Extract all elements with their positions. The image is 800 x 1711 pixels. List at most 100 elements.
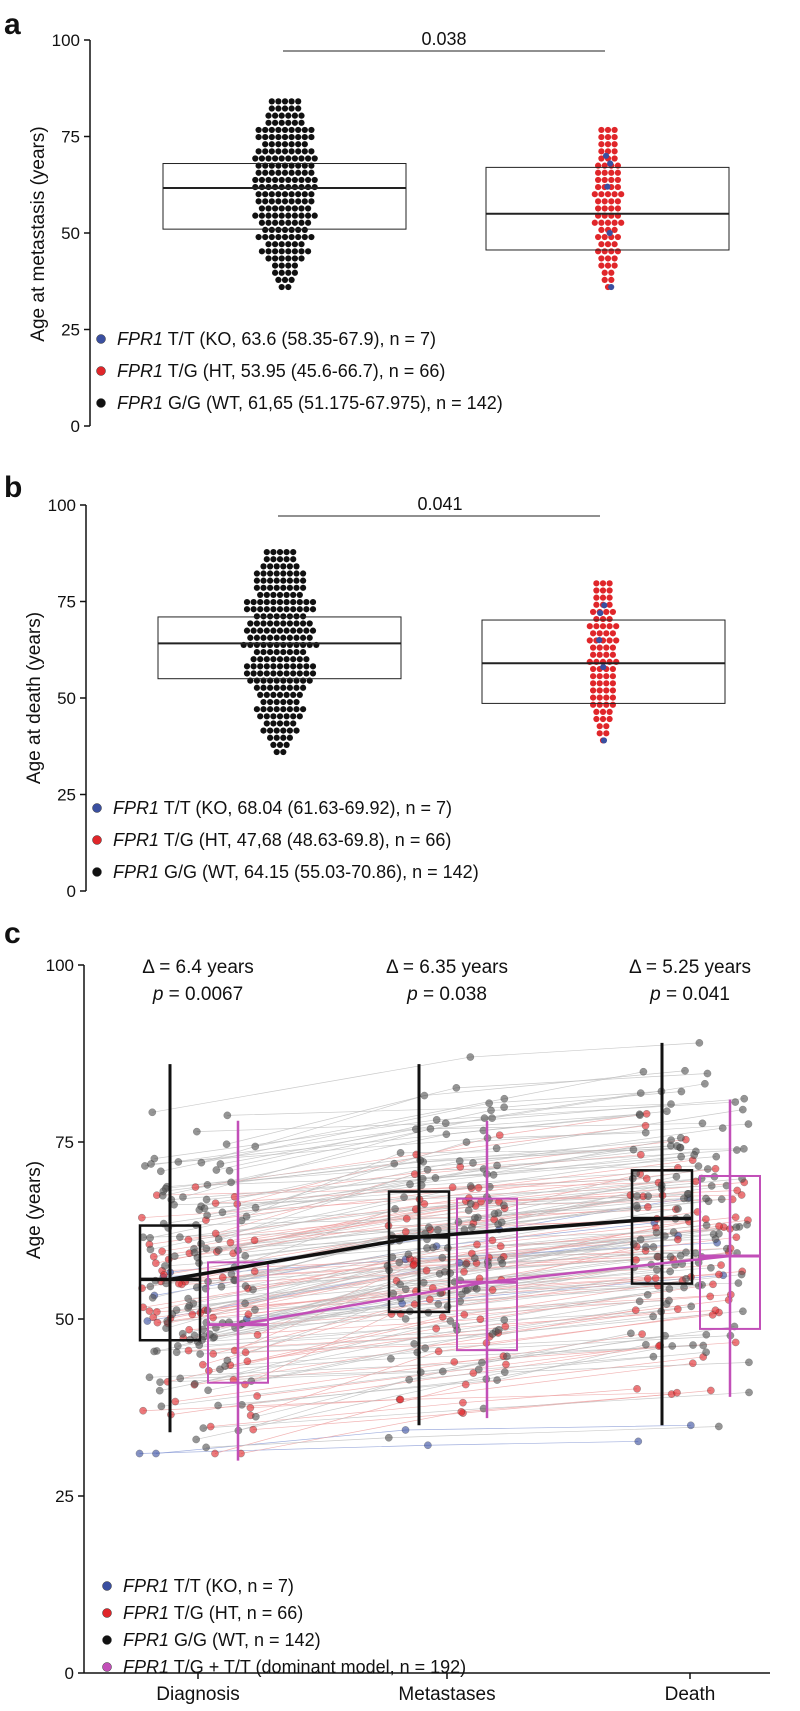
panel-b-boxes: [157, 616, 726, 704]
panel-c-point: [410, 1260, 418, 1269]
panel-a-legend-marker: [96, 334, 106, 344]
panel-c-point: [464, 1206, 473, 1215]
panel-b-wt-point: [303, 627, 310, 634]
panel-b-wt-point: [286, 706, 293, 713]
panel-c-point: [676, 1133, 685, 1142]
panel-a-wt-point: [278, 119, 285, 126]
panel-b-wt-point: [286, 577, 293, 584]
panel-c-point: [184, 1294, 192, 1303]
panel-a-legend-detail: (WT, 61,65 (51.175-67.975), n = 142): [206, 393, 503, 413]
panel-b-wt-point: [253, 648, 260, 656]
panel-c-point: [391, 1205, 399, 1213]
panel-c-point: [421, 1344, 429, 1352]
panel-a-ht-point: [611, 226, 618, 234]
panel-c-point: [226, 1238, 235, 1247]
panel-a-ht-point: [598, 262, 605, 269]
panel-a-y-label: Age at metastasis (years): [28, 126, 49, 341]
panel-a-legend-entry: FPR1 T/G (HT, 53.95 (45.6-66.7), n = 66): [117, 361, 445, 381]
panel-a-wt-point: [305, 248, 312, 255]
panel-c-legend-detail: (WT, n = 142): [212, 1630, 321, 1650]
panel-c-point: [424, 1441, 432, 1450]
panel-a-wt-point: [285, 112, 292, 119]
panel-c-point: [253, 1392, 261, 1400]
panel-c-point: [410, 1340, 418, 1348]
panel-c-point: [715, 1422, 723, 1431]
panel-a-wt-point: [272, 176, 279, 184]
panel-a-wt-point: [301, 162, 308, 169]
panel-b-wt-point: [300, 577, 307, 584]
panel-c-point: [442, 1130, 451, 1139]
panel-c-point: [156, 1378, 164, 1386]
panel-c-point: [191, 1380, 199, 1388]
panel-a-wt-point: [311, 155, 318, 162]
panel-a-wt-point: [272, 255, 279, 262]
panel-a-wt-point: [285, 283, 292, 291]
panel-a-ht-point: [618, 219, 625, 226]
panel-c-patient-line: [178, 1114, 641, 1163]
panel-c-point: [146, 1234, 154, 1242]
panel-a-wt-point: [305, 155, 312, 162]
panel-c-point: [153, 1318, 162, 1327]
panel-c-point: [459, 1398, 467, 1407]
panel-a-wt-point: [308, 191, 315, 198]
panel-a-ht-ko-point: [604, 183, 611, 190]
panel-c-point: [218, 1273, 227, 1282]
panel-a-y-tick-label: 75: [61, 128, 80, 147]
panel-c-legend-detail: (HT, n = 66): [209, 1603, 304, 1623]
panel-a-wt-point: [281, 98, 289, 105]
panel-c-point: [211, 1199, 220, 1208]
panel-c-point: [739, 1105, 747, 1114]
panel-b-wt-point: [296, 606, 303, 613]
panel-a-wt-box: [162, 163, 407, 230]
panel-a-wt-point: [291, 262, 298, 269]
panel-c-point: [694, 1162, 703, 1170]
panel-b-wt-point: [283, 606, 290, 613]
panel-c-point: [636, 1235, 645, 1244]
panel-a-ht-point: [614, 233, 622, 241]
panel-b-legend-entry: FPR1 T/T (KO, 68.04 (61.63-69.92), n = 7…: [113, 798, 452, 818]
panel-c-point: [733, 1186, 742, 1195]
panel-b-wt-point: [280, 620, 287, 627]
panel-b-ht-point: [606, 715, 613, 723]
panel-c-point: [682, 1274, 690, 1283]
panel-c-point: [172, 1348, 181, 1357]
panel-a-y-tick-label: 50: [61, 224, 80, 243]
panel-a-wt-point: [305, 176, 312, 184]
panel-b-wt-point: [273, 620, 280, 627]
panel-c-legend-genotype: T/G: [169, 1603, 209, 1623]
panel-c-point: [468, 1223, 476, 1232]
panel-c-point: [642, 1243, 650, 1251]
panel-a-wt-point: [262, 198, 269, 205]
panel-b-wt-point: [300, 634, 307, 641]
panel-b-wt-point: [263, 556, 270, 563]
panel-b-ht-point: [609, 644, 617, 651]
panel-b-legend-gene: FPR1: [113, 830, 159, 850]
panel-c-wt-box: [387, 1190, 451, 1314]
panel-b-ht-point: [609, 630, 617, 637]
panel-b-ht-point: [609, 694, 617, 701]
panel-b-wt-point: [257, 606, 264, 613]
panel-a-wt-point: [275, 162, 282, 169]
panel-a-legend-genotype: T/T: [163, 329, 199, 349]
panel-c-point: [500, 1316, 509, 1324]
panel-c-point: [188, 1310, 197, 1319]
panel-a-wt-point: [301, 198, 308, 205]
panel-c-point: [745, 1358, 753, 1367]
panel-b-wt-point: [300, 648, 307, 656]
panel-a-ht-point: [604, 191, 612, 198]
panel-b-ht-point: [596, 651, 603, 658]
panel-a-ht-point: [595, 205, 602, 212]
panel-b-wt-point: [260, 584, 267, 591]
panel-c-point: [145, 1373, 154, 1382]
panel-c-point: [420, 1091, 429, 1100]
panel-a-wt-point: [272, 205, 279, 212]
panel-c-point: [702, 1215, 710, 1223]
panel-b-ht-ko-point: [596, 637, 603, 644]
panel-b-ht-point: [606, 623, 613, 630]
panel-b-wt-point: [293, 620, 300, 627]
panel-b-ht-point: [596, 687, 603, 694]
panel-a-ht-point: [611, 241, 618, 248]
panel-a-wt-point: [258, 155, 265, 162]
panel-b-wt-point: [280, 648, 287, 656]
panel-c-point: [149, 1313, 158, 1322]
